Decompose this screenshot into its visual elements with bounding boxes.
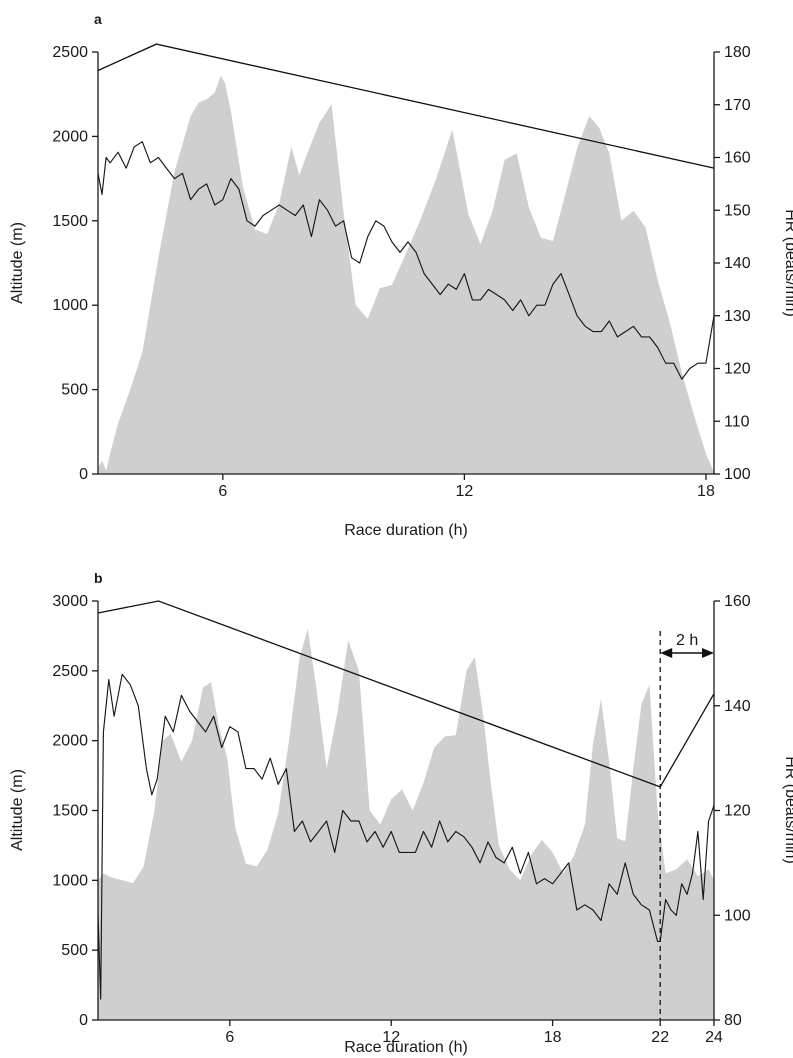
- panel-b-right-ticks: 80 100 120 140 160: [714, 593, 751, 1029]
- right-tick-label: 150: [724, 202, 751, 219]
- right-tick-label: 140: [724, 698, 751, 715]
- left-tick-label: 1000: [52, 297, 88, 314]
- left-tick-label: 2500: [52, 44, 88, 61]
- panel-a-plot-area: [97, 43, 715, 474]
- right-tick-label: 100: [724, 907, 751, 924]
- panel-b-arrow-head-left: [660, 648, 673, 658]
- panel-b-x-title: Race duration (h): [344, 1039, 468, 1056]
- right-tick-label: 80: [724, 1012, 742, 1029]
- panel-b-hr-trend-line: [97, 600, 715, 788]
- right-tick-label: 170: [724, 97, 751, 114]
- panel-b-letter: b: [94, 570, 103, 586]
- panel-b-altitude-area: [98, 628, 714, 1020]
- x-tick-label: 6: [218, 483, 227, 500]
- left-tick-label: 2500: [52, 663, 88, 680]
- x-tick-label: 6: [225, 1029, 234, 1046]
- x-tick-label: 18: [697, 483, 715, 500]
- left-tick-label: 500: [61, 382, 88, 399]
- panel-a-right-ticks: 100 110 120 130 140 150 160 170 180: [714, 44, 751, 483]
- left-tick-label: 3000: [52, 593, 88, 610]
- panel-b-x-ticks: 6 12 18 22 24: [225, 1020, 723, 1046]
- right-tick-label: 110: [724, 413, 750, 430]
- panel-a-letter: a: [94, 11, 102, 27]
- panel-b-right-title: HR (beats/min): [782, 756, 793, 864]
- panel-a-x-title: Race duration (h): [344, 522, 468, 539]
- right-tick-label: 160: [724, 150, 751, 167]
- panel-b-arrow-head-right: [702, 648, 714, 658]
- left-tick-label: 0: [79, 1012, 88, 1029]
- panel-a-altitude-area: [98, 75, 714, 474]
- panel-b-plot-area: 2 h: [97, 600, 715, 1020]
- right-tick-label: 120: [724, 803, 751, 820]
- right-tick-label: 130: [724, 308, 751, 325]
- right-tick-label: 100: [724, 466, 751, 483]
- panel-a-heart-rate-line: [97, 141, 715, 380]
- panel-a-left-ticks: 0 500 1000 1500 2000 2500: [52, 44, 98, 483]
- x-tick-label: 18: [544, 1029, 562, 1046]
- x-tick-label: 22: [651, 1029, 669, 1046]
- left-tick-label: 500: [61, 942, 88, 959]
- panel-a-hr-trend-line: [97, 43, 715, 169]
- right-tick-label: 160: [724, 593, 751, 610]
- right-tick-label: 180: [724, 44, 751, 61]
- panel-a-right-title: HR (beats/min): [782, 209, 793, 317]
- panel-a-left-title: Altitude (m): [9, 222, 26, 304]
- panel-a: a 0 500 1000 1500 2000 2500 100 110 120 130 140 15…: [9, 11, 793, 539]
- x-tick-label: 12: [382, 1029, 400, 1046]
- panel-b-heart-rate-line: [97, 673, 715, 1000]
- left-tick-label: 2000: [52, 128, 88, 145]
- right-tick-label: 140: [724, 255, 751, 272]
- left-tick-label: 1500: [52, 803, 88, 820]
- left-tick-label: 0: [79, 466, 88, 483]
- left-tick-label: 1000: [52, 872, 88, 889]
- panel-b: b 2 h 0 500 1000 1500 2000 2500 3000 80 100 120 1…: [9, 570, 793, 1056]
- x-tick-label: 12: [455, 483, 473, 500]
- x-tick-label: 24: [705, 1029, 723, 1046]
- panel-b-duration-label: 2 h: [676, 632, 698, 649]
- left-tick-label: 1500: [52, 213, 88, 230]
- right-tick-label: 120: [724, 361, 751, 378]
- panel-a-x-ticks: 6 12 18: [218, 474, 715, 500]
- panel-b-left-title: Altitude (m): [9, 769, 26, 851]
- panel-b-left-ticks: 0 500 1000 1500 2000 2500 3000: [52, 593, 98, 1029]
- left-tick-label: 2000: [52, 733, 88, 750]
